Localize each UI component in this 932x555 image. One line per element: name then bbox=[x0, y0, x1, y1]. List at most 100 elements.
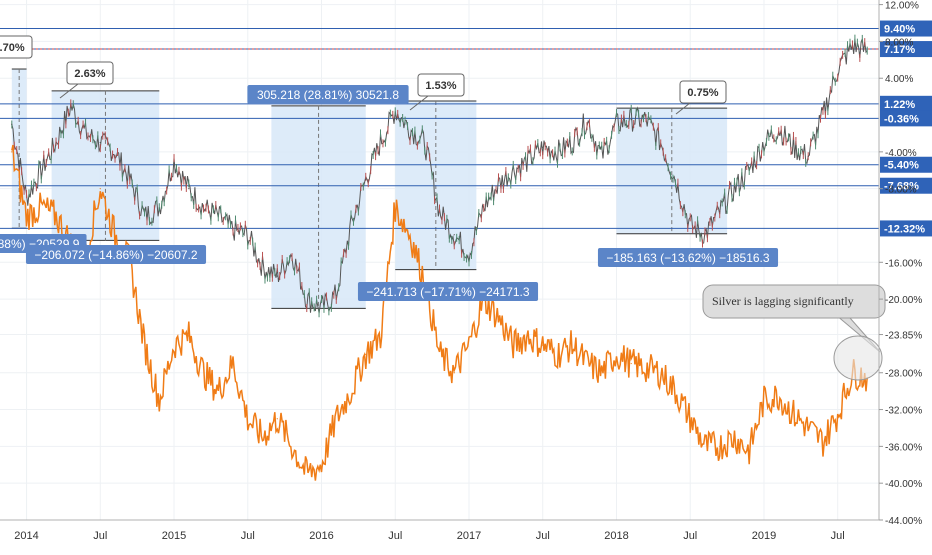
level-tag-box bbox=[880, 95, 932, 112]
y-ticks: 12.00% 8.00% 4.00% -4.00% -8.00% -16.00% -20.0… bbox=[879, 1, 922, 527]
x-tick-label: 2016 bbox=[309, 530, 333, 542]
data-point bbox=[188, 335, 190, 337]
y-tick-label: 8.00% bbox=[885, 37, 913, 48]
x-tick-label: 2018 bbox=[604, 530, 628, 542]
note-pointer bbox=[59, 83, 79, 99]
x-tick-label: 2015 bbox=[162, 530, 186, 542]
level-tag-label: 7.17% bbox=[884, 44, 915, 56]
level-tag-label: -7.68% bbox=[884, 181, 919, 193]
horizontal-levels: 9.40% 7.17% 1.22% -0.36% -5.40% -7.68% -12.32% bbox=[0, 20, 932, 237]
y-tick-label: -28.00% bbox=[885, 369, 922, 380]
range-note-label: 0.75% bbox=[687, 87, 718, 99]
x-tick-label: Jul bbox=[683, 530, 697, 542]
x-tick-label: 2014 bbox=[14, 530, 38, 542]
range-note: 1.53% bbox=[417, 73, 465, 97]
x-tick-label: 2019 bbox=[752, 530, 776, 542]
data-point bbox=[807, 427, 809, 429]
y-tick-label: -32.00% bbox=[885, 406, 922, 417]
annotation-text: Silver is lagging significantly bbox=[712, 294, 854, 308]
y-tick-label: -23.85% bbox=[885, 331, 922, 342]
y-tick-label: -44.00% bbox=[885, 516, 922, 527]
x-tick-label: Jul bbox=[241, 530, 255, 542]
data-point bbox=[807, 155, 809, 158]
range-note-label: 2.63% bbox=[74, 68, 105, 80]
data-point bbox=[542, 146, 544, 148]
range-note: 2.63% bbox=[66, 61, 114, 85]
range-tag-box bbox=[357, 282, 539, 301]
note-pointer bbox=[409, 95, 429, 111]
range-box bbox=[616, 108, 728, 234]
y-tick-label: -36.00% bbox=[885, 442, 922, 453]
level-tag-label: 1.22% bbox=[884, 99, 915, 111]
axes bbox=[0, 0, 880, 521]
range-note-box bbox=[0, 35, 33, 59]
level-tag-box bbox=[880, 110, 932, 127]
level-tag-box bbox=[880, 41, 932, 58]
data-point bbox=[719, 211, 721, 213]
range-tag-box bbox=[247, 85, 409, 104]
range-tag: −241.713 (−17.71%) −24171.3 bbox=[357, 282, 539, 301]
level-tag-label: -0.36% bbox=[884, 113, 919, 125]
range-note: 9.70% bbox=[0, 35, 33, 59]
range-note-label: 1.53% bbox=[425, 80, 456, 92]
range-note-box bbox=[679, 80, 727, 104]
x-tick-label: Jul bbox=[536, 530, 550, 542]
annotation-callout-box bbox=[702, 284, 886, 319]
data-point bbox=[542, 344, 544, 346]
y-tick-label: -20.00% bbox=[885, 295, 922, 306]
level-tag: -12.32% bbox=[880, 220, 932, 237]
range-note-box bbox=[417, 73, 465, 97]
level-tag-label: 9.40% bbox=[884, 24, 915, 36]
annotation-ellipse bbox=[833, 335, 883, 381]
range-tag: −206.072 (−14.86%) −20607.2 bbox=[25, 245, 207, 264]
level-tag-label: -12.32% bbox=[884, 223, 925, 235]
y-tick-label: -8.00% bbox=[885, 185, 917, 196]
level-tag: 9.40% bbox=[880, 20, 932, 37]
data-point bbox=[365, 353, 367, 355]
data-point bbox=[11, 123, 13, 125]
range-tag: 305.218 (28.81%) 30521.8 bbox=[247, 85, 409, 104]
x-ticks: 2014 Jul 2015 Jul 2016 Jul 2017 Jul 2018 Jul 2019 J… bbox=[14, 530, 844, 542]
y-tick-label: -16.00% bbox=[885, 258, 922, 269]
range-tag-box bbox=[25, 245, 207, 264]
y-tick-label: -4.00% bbox=[885, 148, 917, 159]
range-labels: (−1.88%) −20529.9−206.072 (−14.86%) −206… bbox=[0, 35, 779, 301]
data-point bbox=[630, 362, 632, 365]
data-point bbox=[453, 372, 455, 374]
y-tick-label: 4.00% bbox=[885, 74, 913, 85]
y-tick-label: -40.00% bbox=[885, 479, 922, 490]
level-tag: -7.68% bbox=[880, 177, 932, 194]
annotation-group: Silver is lagging significantly bbox=[702, 284, 886, 381]
data-point bbox=[188, 188, 190, 190]
range-tag-box bbox=[597, 248, 779, 267]
level-tag: -5.40% bbox=[880, 156, 932, 173]
level-tag: 1.22% bbox=[880, 95, 932, 112]
note-pointer bbox=[675, 102, 691, 115]
range-tag-label: −241.713 (−17.71%) −24171.3 bbox=[366, 285, 529, 299]
x-tick-label: Jul bbox=[388, 530, 402, 542]
data-point bbox=[276, 418, 278, 420]
range-tag-label: −185.163 (−13.62%) −18516.3 bbox=[606, 251, 769, 265]
y-tick-label: 12.00% bbox=[885, 1, 919, 12]
level-tag-box bbox=[880, 156, 932, 173]
series-line bbox=[11, 144, 868, 481]
data-point bbox=[630, 119, 632, 121]
x-tick-label: Jul bbox=[93, 530, 107, 542]
range-note: 0.75% bbox=[679, 80, 727, 104]
level-tag-box bbox=[880, 177, 932, 194]
x-tick-label: Jul bbox=[831, 530, 845, 542]
level-tag-box bbox=[880, 220, 932, 237]
range-note-label: 9.70% bbox=[0, 42, 25, 54]
data-point bbox=[11, 151, 13, 153]
range-tag-label: 305.218 (28.81%) 30521.8 bbox=[257, 88, 399, 102]
range-boxes bbox=[11, 68, 728, 309]
level-tag-box bbox=[880, 20, 932, 37]
level-tag: 7.17% bbox=[880, 41, 932, 58]
level-tag-label: -5.40% bbox=[884, 160, 919, 172]
range-tag: −185.163 (−13.62%) −18516.3 bbox=[597, 248, 779, 267]
data-point bbox=[99, 188, 101, 190]
series-group bbox=[11, 34, 868, 481]
data-point bbox=[365, 178, 367, 181]
